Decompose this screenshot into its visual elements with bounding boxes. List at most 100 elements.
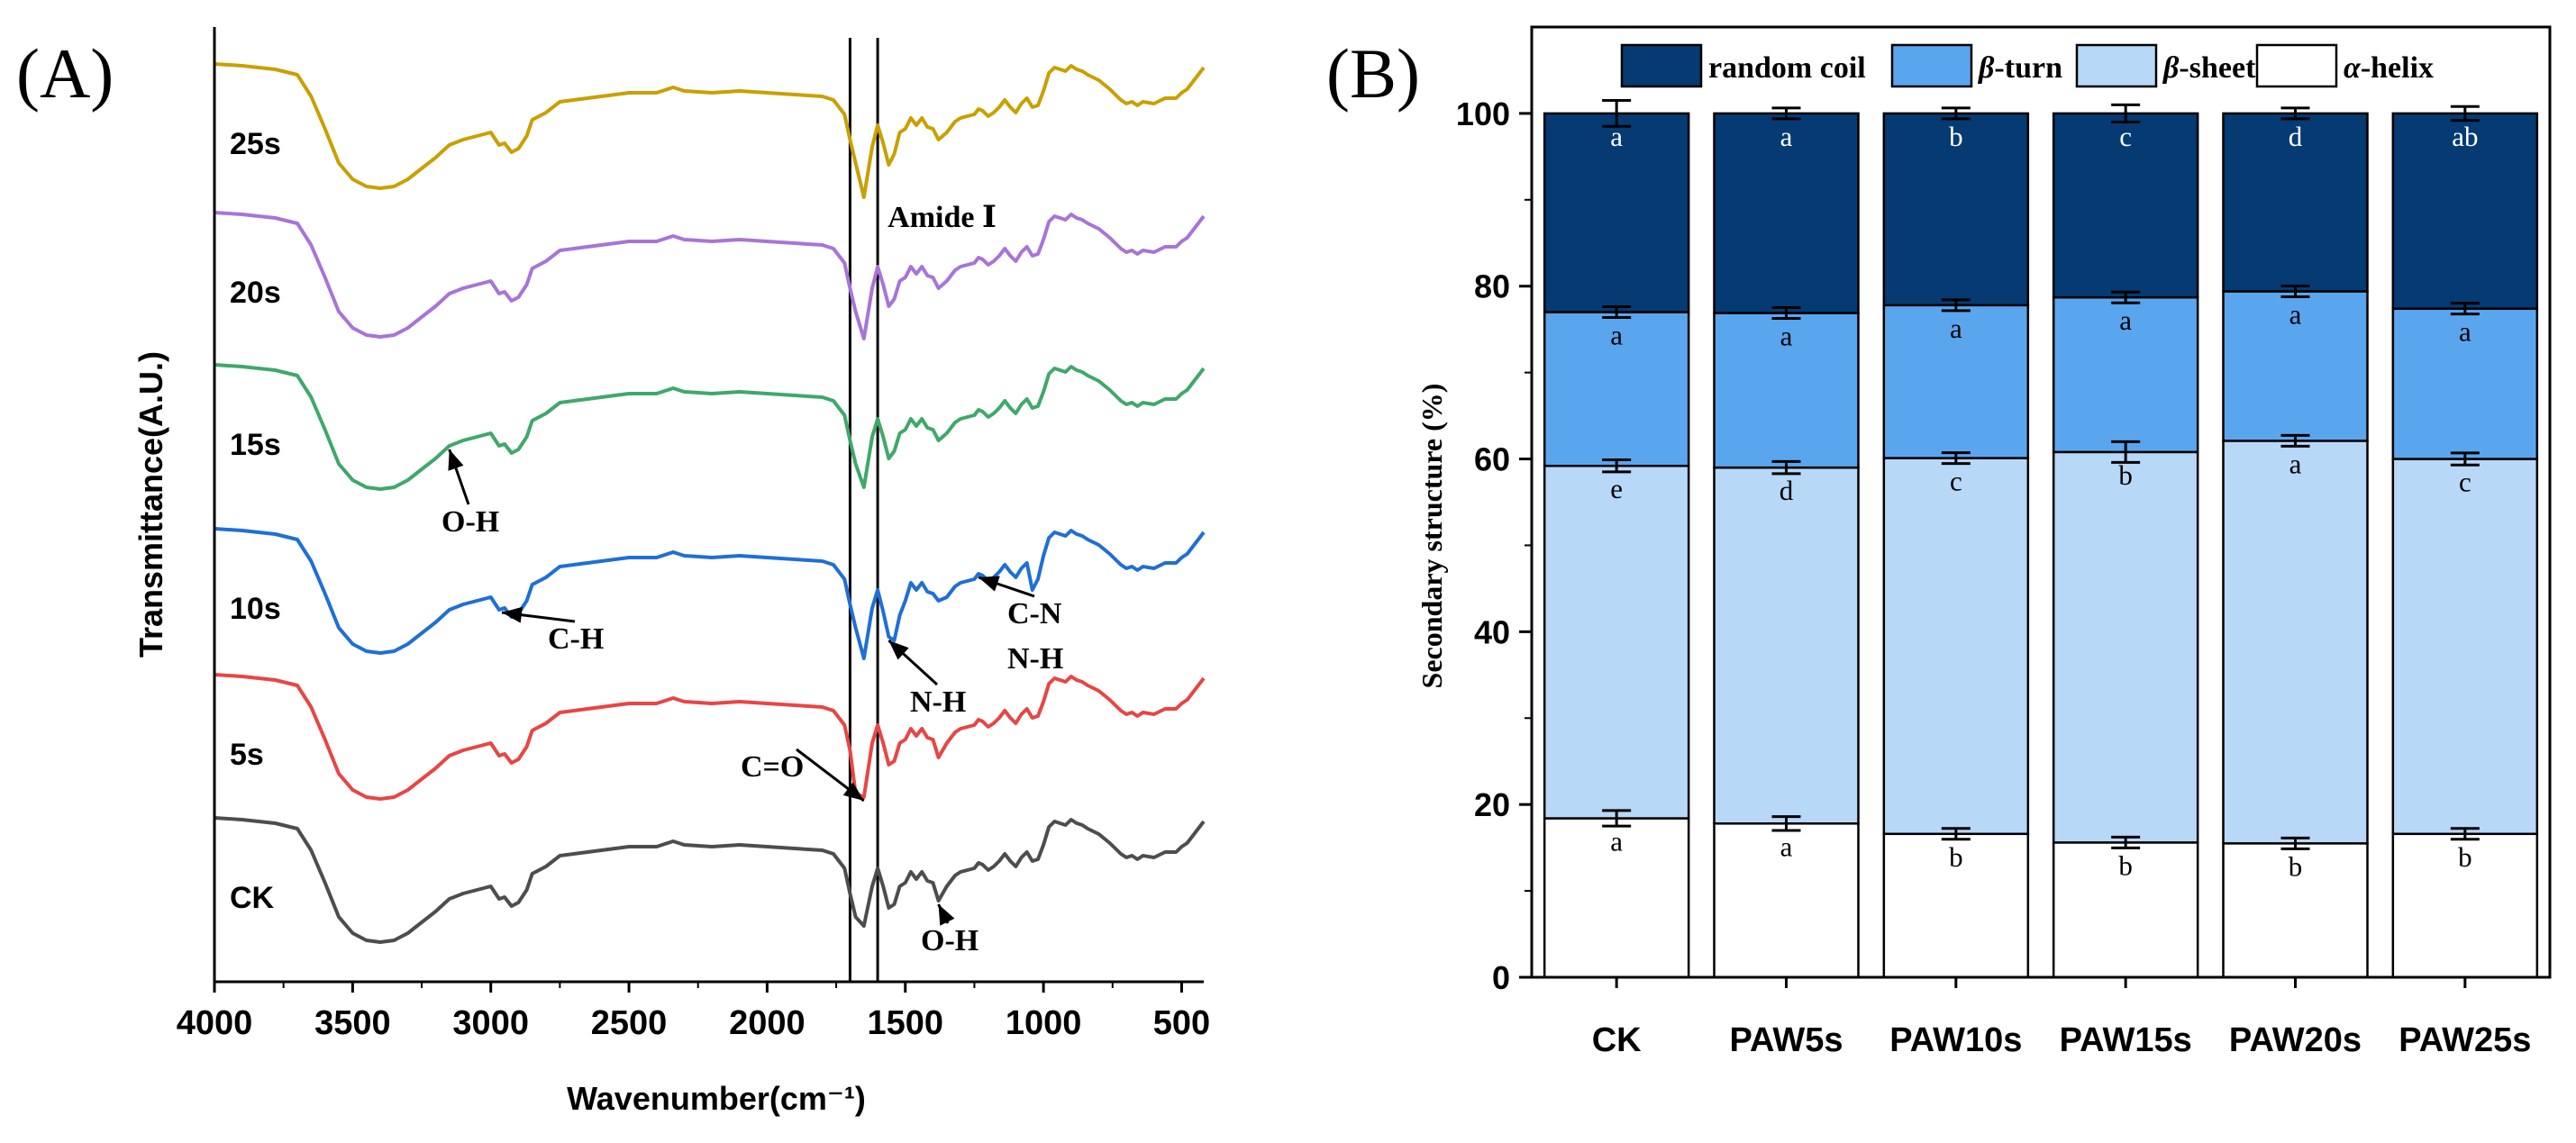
sig-letter: a [2119,304,2132,336]
panel-a-x-ticks: 4000 3500 3000 2500 2000 1500 1000 500 [177,982,1210,1042]
bar-segment-paw10s-2 [1882,304,2030,459]
category-label: CK [1592,1021,1642,1059]
sig-letter: d [2289,121,2303,152]
y-tick-label: 80 [1474,268,1510,305]
annotation-c-n: C-N [1007,597,1062,630]
sig-letter: a [2289,448,2302,479]
bar-segment-paw25s-1 [2391,458,2539,836]
panel-b-y-ticks: 0 20 40 60 80 100 [1456,95,2467,996]
bar-segment-paw5s-3 [1713,112,1860,314]
category-label: PAW15s [2060,1021,2192,1059]
annotation-c-h: C-H [548,622,604,656]
sig-letter: a [1780,320,1793,351]
panel-b-y-axis-title: Secondary structure (%) [1415,384,1448,689]
sig-letter: c [1950,466,1962,497]
x-tick-label: 3000 [452,1004,529,1042]
error-bar [1602,809,1632,828]
bar-segment-paw10s-0 [1882,832,2030,979]
sig-letter: b [2118,849,2133,881]
sig-letter: a [1780,830,1793,862]
error-bar [1602,458,1632,474]
legend-label: β-turn [1977,51,2062,85]
annotation-ceqo: C=O [741,750,804,784]
annotation-arrow [937,903,955,926]
annotation-arrow [501,606,576,623]
sig-letter: b [1949,121,1963,152]
annotation-arrow [887,639,939,686]
bar-segment-paw15s-2 [2052,295,2199,454]
amide-i-label: Amide Ⅰ [887,201,997,234]
sig-letter: a [2459,316,2471,348]
panel-a-label: (A) [16,34,114,113]
sig-letter: d [1780,475,1794,506]
legend-item: random coil [1620,43,1866,88]
bar-segment-paw5s-2 [1713,312,1860,469]
sig-letter: c [2119,121,2132,152]
bar-segment-paw25s-3 [2391,112,2539,310]
trace-25s [214,62,1206,199]
legend-swatch [2075,43,2158,88]
bar-segment-paw20s-3 [2222,112,2369,293]
panel-a-x-axis-title: Wavenumber(cm⁻¹) [567,1080,866,1117]
sig-letter: b [2118,459,2133,491]
ftir-traces [214,62,1206,944]
y-tick-label: 40 [1474,613,1510,650]
sig-letter: a [2289,298,2302,330]
annotation-arrow [978,576,1035,598]
panel-a-y-axis-title: Transmittance(A.U.) [132,351,169,658]
annotation-arrow [448,449,470,505]
error-bar [1941,451,1971,466]
error-bar [2450,451,2480,467]
category-label: PAW10s [1889,1021,2022,1059]
sig-letter: a [1610,121,1623,152]
y-tick-label: 60 [1474,441,1510,478]
annotation-o-h: O-H [441,505,499,539]
sig-letter: b [2289,850,2303,882]
x-tick-label: 500 [1153,1004,1210,1042]
sig-letter: a [1950,313,1962,344]
bar-segment-paw15s-0 [2052,841,2199,979]
bar-segment-paw20s-0 [2222,842,2369,979]
trace-10s [214,527,1206,660]
stacked-bars [1543,112,2539,979]
legend-item: α-helix [2255,43,2434,88]
panel-b-frame [1530,25,2552,979]
sig-letter: b [2458,841,2472,873]
x-tick-label: 1500 [867,1004,943,1042]
bar-segment-ck-1 [1543,464,1690,820]
error-bar [1771,459,1801,476]
trace-label-10s: 10s [230,592,281,626]
x-tick-label: 3500 [314,1004,391,1042]
legend-swatch [2255,43,2338,88]
trace-label-20s: 20s [230,276,281,310]
legend-item: β-sheet [2075,43,2256,88]
trace-labels: CK 5s 10s 15s 20s 25s [230,127,281,915]
legend-item: β-turn [1890,43,2062,88]
error-bar [1771,815,1801,832]
amide-reference-lines [848,38,879,982]
error-bar [2450,302,2480,316]
legend-label: β-sheet [2162,51,2256,85]
bar-segment-paw20s-1 [2222,440,2369,845]
error-bar [2111,835,2141,849]
x-tick-label: 1000 [1006,1004,1082,1042]
y-tick-label: 100 [1456,95,1510,132]
error-bar [2450,104,2480,122]
bar-segment-ck-0 [1543,817,1690,979]
legend-label: α-helix [2344,51,2434,85]
sig-letter: a [1780,121,1793,152]
legend-label: random coil [1708,51,1866,85]
error-bar [1602,305,1632,319]
sig-letter: e [1610,473,1623,504]
error-bar [2280,284,2310,298]
trace-20s [214,211,1206,340]
annotation-arrow [796,748,865,803]
trace-5s [214,673,1206,801]
annotation-o-h: O-H [921,924,979,957]
trace-label-15s: 15s [230,428,281,462]
error-bar [1941,106,1971,121]
legend: random coil β-turn β-sheet α-helix [1620,43,2434,88]
bar-segment-paw20s-2 [2222,290,2369,442]
